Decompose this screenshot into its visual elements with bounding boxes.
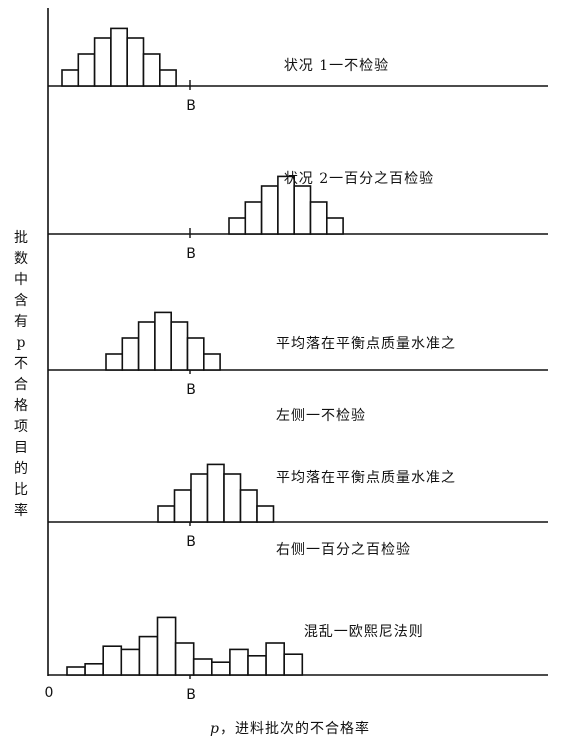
panel-1-bar-4 (110, 27, 129, 87)
x-axis-title: p，进料批次的不合格率 (210, 718, 370, 738)
panel-2-bar-2 (244, 201, 263, 235)
panel-3-bar-2 (121, 337, 140, 371)
panel-5-bar-6 (156, 616, 177, 676)
panel-3-bar-6 (186, 337, 205, 371)
panel-3-title-line-1: 平均落在平衡点质量水准之 (276, 336, 456, 352)
panel-4-bar-5 (223, 473, 242, 523)
panel-5-bar-5 (138, 635, 159, 676)
panel-1-bar-5 (126, 37, 145, 87)
panel-5-bar-1 (66, 666, 86, 676)
panel-1-bar-7 (159, 69, 177, 87)
panel-1-title-line-1: 状况 1一不检验 (283, 58, 390, 74)
panel-3-bar-3 (137, 321, 156, 371)
panel-4-breakeven-label: B (186, 534, 196, 550)
panel-5-bar-4 (120, 648, 141, 676)
panel-2-bar-7 (325, 217, 344, 235)
panel-1-bar-6 (142, 53, 161, 87)
panel-3-bar-5 (170, 321, 189, 371)
panel-5-title-line-1: 混乱一欧熙尼法则 (303, 624, 424, 640)
panel-2-bar-1 (228, 217, 247, 235)
origin-label: 0 (45, 685, 54, 701)
x-axis-variable: p (210, 721, 220, 737)
panel-4-title-line-1: 平均落在平衡点质量水准之 (276, 470, 456, 486)
panel-3-title-line-2: 左侧一不检验 (276, 408, 366, 424)
panel-4-title-line-2: 右侧一百分之百检验 (276, 542, 411, 558)
panel-3-breakeven-label: B (186, 382, 196, 398)
panel-5-bar-3 (102, 645, 123, 676)
panel-4-bar-3 (190, 473, 209, 523)
panel-5-bar-7 (174, 642, 195, 676)
y-axis-title: 批数中含有p不合格项目的比率 (14, 230, 28, 519)
panel-5-bar-13 (283, 653, 304, 676)
panel-5-bar-11 (247, 654, 267, 676)
panel-5-bar-9 (211, 661, 231, 676)
panel-4-bar-7 (256, 505, 275, 523)
panel-4-title: 平均落在平衡点质量水准之 右侧一百分之百检验 (276, 418, 456, 610)
panel-5-bar-8 (192, 658, 213, 676)
x-axis-label: ，进料批次的不合格率 (219, 721, 370, 737)
panel-5-bar-2 (84, 662, 104, 676)
panel-4-bar-6 (239, 489, 258, 523)
panel-4-bar-4 (206, 463, 225, 523)
panel-5-title: 混乱一欧熙尼法则 (282, 596, 424, 668)
panel-1-bar-3 (93, 37, 112, 87)
panel-2-title: 状况 2一百分之百检验 (262, 143, 434, 215)
panel-5-breakeven-label: B (186, 687, 196, 703)
panel-5-bar-10 (229, 648, 249, 676)
panel-2-breakeven-label: B (186, 246, 196, 262)
panel-3-bar-7 (203, 353, 221, 371)
panel-4-bar-1 (157, 505, 176, 523)
panel-2-title-line-1: 状况 2一百分之百检验 (283, 171, 435, 187)
panel-1-breakeven-label: B (186, 98, 196, 114)
panel-1-bar-2 (77, 53, 96, 87)
panel-3-bar-4 (154, 311, 172, 371)
panel-1-bar-1 (61, 69, 80, 87)
panel-3-title: 平均落在平衡点质量水准之 左侧一不检验 (276, 284, 456, 476)
panel-1-title: 状况 1一不检验 (262, 30, 389, 102)
panel-4-bar-2 (173, 489, 192, 523)
panel-3-bar-1 (105, 353, 124, 371)
